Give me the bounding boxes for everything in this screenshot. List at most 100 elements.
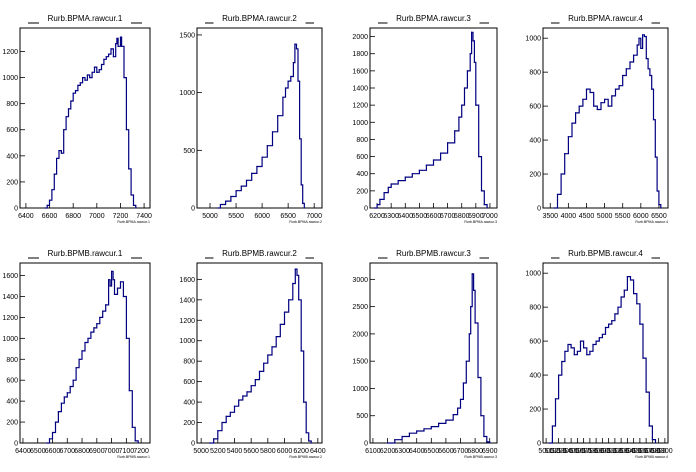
histogram-bin: [649, 74, 651, 77]
histogram-bin: [72, 92, 74, 94]
histogram-bin: [225, 415, 227, 418]
panel-7: Rurb.BPMB.rawcur.3 0 500 1000 1500 2000 2500 30…: [352, 247, 498, 459]
chart-title: Rurb.BPMA.rawcur.2: [222, 14, 297, 23]
histogram-bin: [135, 207, 137, 209]
x-tick-label: 3500: [542, 213, 558, 220]
histogram-bin: [77, 84, 79, 86]
histogram-bin: [618, 85, 620, 87]
x-tick-label: 6400: [397, 213, 413, 220]
panel-5: Rurb.BPMB.rawcur.1 0 200 400 600 800 1000 1200 1…: [2, 247, 151, 459]
histogram-bin: [298, 299, 300, 301]
x-tick-label: 6600: [45, 448, 61, 455]
histogram-bin: [408, 432, 411, 434]
histogram-bin: [93, 327, 95, 329]
histogram-bin: [105, 56, 107, 58]
histogram-bin: [473, 289, 475, 291]
histogram-bin: [560, 173, 562, 175]
histogram-bin: [233, 405, 236, 407]
histogram-bin: [418, 169, 420, 171]
y-tick-label: 500: [183, 148, 195, 155]
histogram-bin: [54, 421, 57, 423]
histogram-bin: [117, 45, 119, 47]
y-tick-label: 200: [6, 420, 18, 427]
x-tick-label: 5900: [595, 448, 611, 455]
x-tick-label: 6500: [424, 448, 440, 455]
histogram-bin: [263, 362, 265, 364]
x-tick-label: 6400: [626, 448, 642, 455]
histogram-bin: [601, 333, 603, 335]
histogram-bin: [638, 37, 640, 39]
y-tick-label: 0: [537, 206, 541, 213]
y-tick-label: 0: [364, 441, 368, 448]
histogram-bin: [629, 279, 632, 281]
x-tick-label: 6500: [30, 448, 46, 455]
histogram-bin: [486, 207, 488, 209]
y-tick-label: 1200: [179, 318, 195, 325]
x-tick-label: 6500: [280, 213, 296, 220]
histogram-bin: [617, 306, 619, 308]
y-tick-label: 800: [6, 101, 18, 108]
histogram-bin: [288, 299, 290, 301]
x-axis-title: Rurb.BPMB.rawcur.4: [635, 455, 668, 459]
histogram-bin: [74, 90, 77, 92]
x-tick-label: 5500: [228, 213, 244, 220]
x-tick-label: 6400: [15, 448, 31, 455]
histogram-bin: [463, 87, 466, 89]
x-tick-label: 5400: [563, 448, 579, 455]
y-tick-label: 1600: [179, 277, 195, 284]
y-tick-label: 800: [529, 70, 541, 77]
x-tick-label: 5000: [538, 448, 554, 455]
y-tick-label: 1400: [352, 86, 368, 93]
histogram-bin: [554, 398, 557, 400]
histogram-bin: [302, 202, 304, 204]
y-tick-label: 400: [183, 400, 195, 407]
x-tick-label: 5700: [582, 448, 598, 455]
histogram-bin: [294, 43, 296, 45]
histogram-bin: [251, 172, 253, 174]
histogram-bin: [603, 98, 606, 100]
histogram-bin: [63, 129, 65, 131]
y-tick-label: 0: [364, 206, 368, 213]
x-axis-title: Rurb.BPMA.rawcur.4: [635, 220, 668, 224]
y-tick-label: 1200: [2, 49, 18, 56]
histogram-bin: [70, 100, 72, 102]
histogram-bin: [469, 53, 471, 55]
histogram-bin: [589, 350, 591, 352]
histogram-bin: [82, 76, 84, 79]
histogram-bin: [470, 306, 472, 308]
histogram-bin: [235, 190, 237, 192]
histogram-bin: [556, 193, 559, 196]
x-tick-label: 5100: [545, 448, 561, 455]
histogram-bin: [116, 37, 118, 40]
x-tick-label: 6600: [438, 448, 454, 455]
histogram-bin: [570, 347, 572, 349]
histogram-series: [44, 36, 137, 209]
x-tick-label: 6500: [632, 448, 648, 455]
histogram-bin: [72, 379, 74, 381]
histogram-bin: [573, 354, 575, 356]
histogram-bin: [596, 108, 598, 111]
x-tick-label: 7000: [306, 213, 322, 220]
x-tick-label: 6900: [89, 448, 105, 455]
histogram-bin: [636, 303, 638, 305]
histogram-bin: [103, 58, 105, 60]
title-box: [387, 12, 480, 24]
histogram-bin: [658, 204, 660, 206]
histogram-bin: [589, 91, 591, 94]
histogram-bin: [60, 402, 62, 404]
histogram-bin: [229, 411, 231, 413]
chart-title: Rurb.BPMB.rawcur.1: [48, 249, 123, 258]
histogram-bin: [548, 442, 550, 444]
x-tick-label: 6200: [613, 448, 629, 455]
histogram-bin: [625, 68, 627, 70]
x-tick-label: 6000: [601, 448, 617, 455]
y-tick-label: 2000: [352, 331, 368, 338]
histogram-bin: [567, 136, 569, 138]
histogram-bin: [287, 80, 289, 82]
histogram-bin: [125, 337, 127, 339]
x-tick-label: 6300: [383, 213, 399, 220]
histogram-bin: [45, 442, 48, 444]
x-tick-label: 6500: [412, 213, 428, 220]
x-axis-title: Rurb.BPMA.rawcur.3: [464, 220, 497, 224]
y-tick-label: 1000: [179, 90, 195, 97]
